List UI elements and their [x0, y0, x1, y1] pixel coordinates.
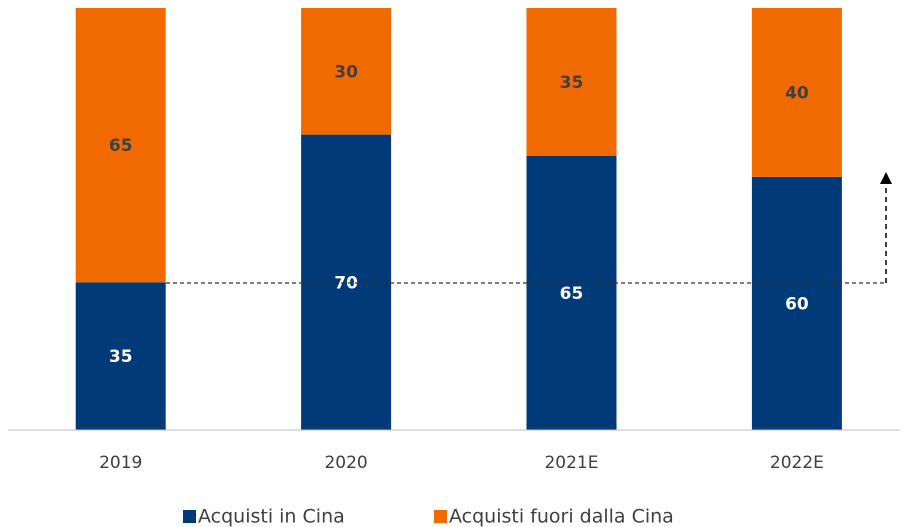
legend-label: Acquisti in Cina	[198, 506, 345, 527]
data-label: 65	[560, 284, 584, 304]
bar-segment	[526, 8, 617, 156]
bar-segment	[751, 176, 842, 430]
x-tick-label: 2021E	[544, 453, 598, 473]
bar-segment	[301, 134, 392, 430]
x-tick-label: 2022E	[770, 453, 824, 473]
legend-swatch	[183, 510, 196, 523]
data-label: 40	[785, 83, 809, 103]
bar-segment	[75, 282, 166, 430]
annotation	[166, 172, 892, 284]
bar-segment	[301, 8, 392, 135]
data-label: 35	[560, 73, 584, 93]
legend-swatch	[434, 510, 447, 523]
legend-label: Acquisti fuori dalla Cina	[449, 506, 674, 527]
arrow-head	[880, 172, 892, 184]
bar-segment	[75, 8, 166, 283]
data-label: 60	[785, 294, 809, 314]
data-label: 65	[109, 136, 133, 156]
data-label: 70	[334, 273, 358, 293]
bar-segment	[751, 8, 842, 177]
bar-segment	[526, 155, 617, 430]
data-label: 30	[334, 62, 358, 82]
x-tick-label: 2020	[324, 453, 367, 473]
data-label: 35	[109, 347, 133, 367]
x-tick-label: 2019	[99, 453, 142, 473]
